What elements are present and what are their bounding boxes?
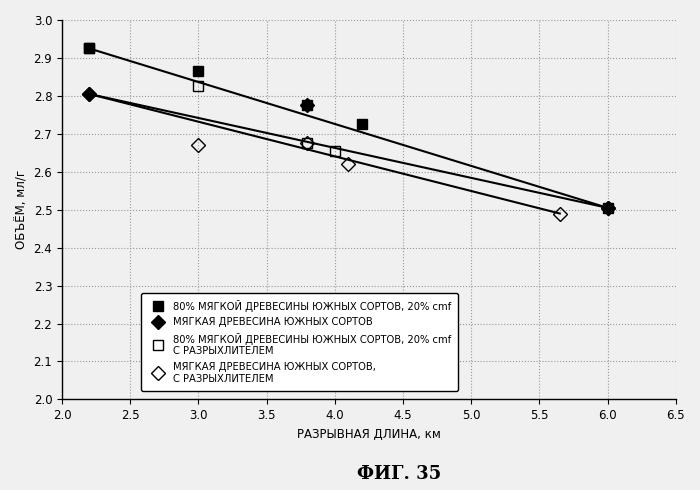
X-axis label: РАЗРЫВНАЯ ДЛИНА, км: РАЗРЫВНАЯ ДЛИНА, км <box>297 428 441 441</box>
Legend: 80% МЯГКОЙ ДРЕВЕСИНЫ ЮЖНЫХ СОРТОВ, 20% cmf, МЯГКАЯ ДРЕВЕСИНА ЮЖНЫХ СОРТОВ, 80% М: 80% МЯГКОЙ ДРЕВЕСИНЫ ЮЖНЫХ СОРТОВ, 20% c… <box>141 293 458 391</box>
Text: ФИГ. 35: ФИГ. 35 <box>357 465 441 483</box>
Y-axis label: ОБЪЁМ, мл/г: ОБЪЁМ, мл/г <box>15 170 28 249</box>
